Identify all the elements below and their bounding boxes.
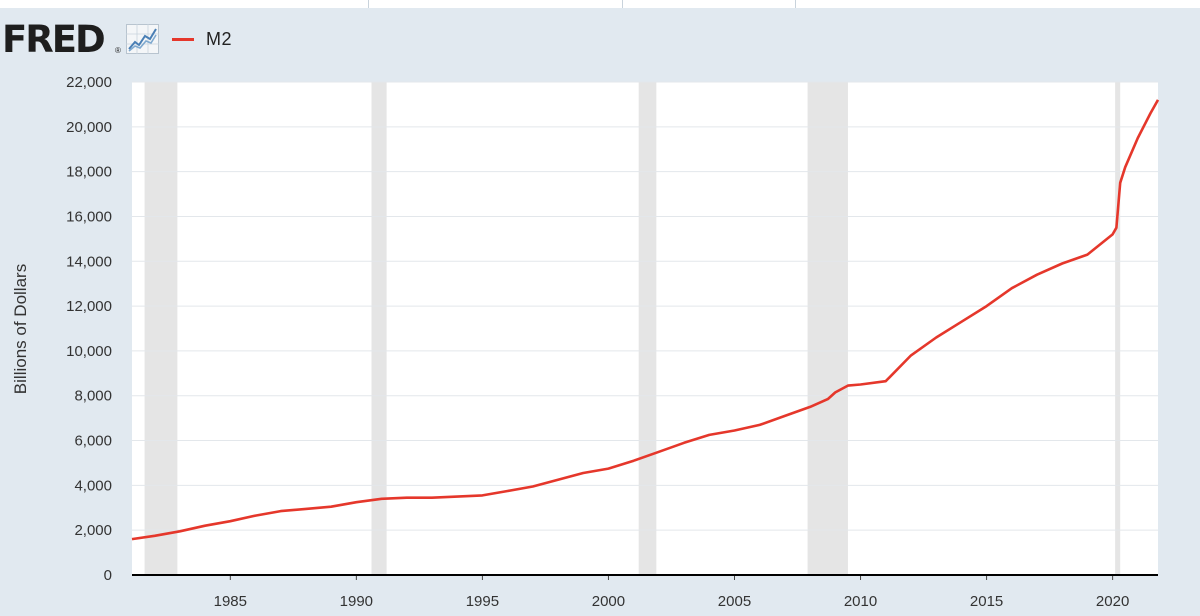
- series-line-m2[interactable]: [131, 99, 1160, 541]
- gridlines: [132, 81, 1158, 531]
- x-tick-label: 2010: [844, 593, 877, 610]
- chart-legend[interactable]: M2: [172, 28, 232, 50]
- fred-chart-icon: [126, 24, 159, 54]
- recession-band: [807, 82, 848, 575]
- y-axis-title: Billions of Dollars: [11, 264, 30, 394]
- legend-label-m2: M2: [206, 28, 233, 49]
- y-tick-label: 4,000: [74, 477, 112, 494]
- top-strip-divider: [795, 0, 796, 8]
- top-strip-divider: [622, 0, 623, 8]
- chart-header: FRED ® M2: [0, 14, 600, 64]
- y-axis-ticks: 0 2,000 4,000 6,000 8,000 10,000 12,000 14,000 1…: [66, 74, 112, 584]
- x-tick-label: 1995: [466, 593, 499, 610]
- y-tick-label: 8,000: [74, 388, 112, 405]
- y-tick-label: 16,000: [66, 208, 112, 225]
- x-axis-ticks: 1985 1990 1995 2000 2005 2010 2015 2020: [214, 575, 1129, 610]
- x-tick-label: 1990: [340, 593, 373, 610]
- x-tick-label: 2000: [592, 593, 625, 610]
- fred-logo[interactable]: FRED: [2, 18, 106, 61]
- registered-mark: ®: [115, 46, 121, 55]
- x-tick-label: 1985: [214, 593, 247, 610]
- y-tick-label: 12,000: [66, 298, 112, 315]
- y-tick-label: 22,000: [66, 74, 112, 91]
- y-tick-label: 10,000: [66, 343, 112, 360]
- top-strip-divider: [368, 0, 369, 8]
- y-tick-label: 6,000: [74, 433, 112, 450]
- y-tick-label: 20,000: [66, 119, 112, 136]
- legend-swatch-m2: [172, 37, 194, 41]
- recession-band: [371, 82, 387, 575]
- x-tick-label: 2005: [718, 593, 751, 610]
- y-tick-label: 18,000: [66, 164, 112, 181]
- recession-band: [1115, 82, 1121, 575]
- recession-bands: [144, 82, 1121, 575]
- y-tick-label: 0: [104, 567, 112, 584]
- recession-band: [638, 82, 657, 575]
- x-tick-label: 2015: [970, 593, 1003, 610]
- x-tick-label: 2020: [1096, 593, 1129, 610]
- top-strip: [0, 0, 1200, 8]
- y-tick-label: 14,000: [66, 253, 112, 270]
- recession-band: [144, 82, 178, 575]
- y-tick-label: 2,000: [74, 522, 112, 539]
